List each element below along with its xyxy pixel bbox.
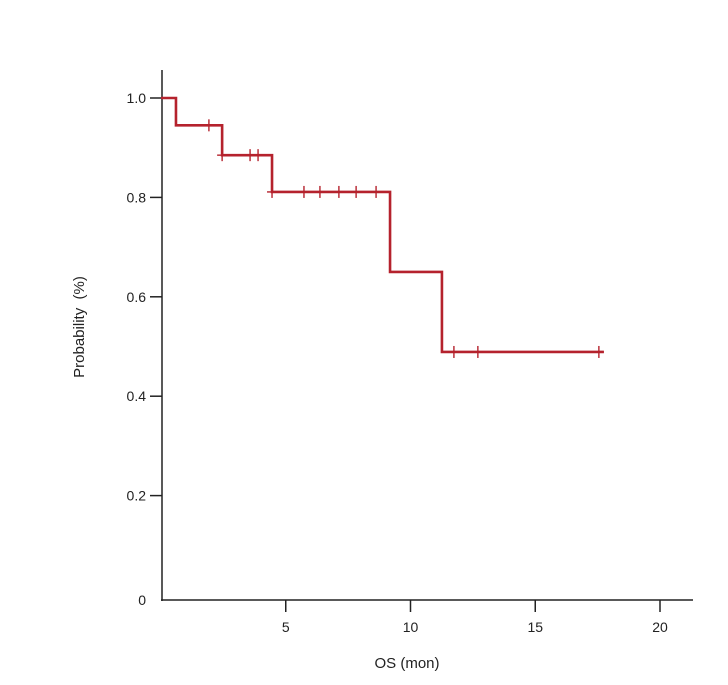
x-tick-label: 15 xyxy=(527,619,543,635)
x-tick-label: 5 xyxy=(282,619,290,635)
y-tick-label: 0.4 xyxy=(127,388,147,404)
y-tick-label: 0.2 xyxy=(127,488,147,504)
y-tick-label: 0.6 xyxy=(127,289,147,305)
x-tick-label: 20 xyxy=(652,619,668,635)
y-tick-label: 0 xyxy=(138,592,146,608)
y-tick-label: 1.0 xyxy=(127,90,147,106)
survival-curve xyxy=(161,96,604,354)
y-axis-label: Probability (%) xyxy=(71,276,88,378)
x-tick-label: 10 xyxy=(403,619,419,635)
y-tick-label: 0.8 xyxy=(127,189,147,205)
x-axis-label: OS (mon) xyxy=(374,655,439,672)
